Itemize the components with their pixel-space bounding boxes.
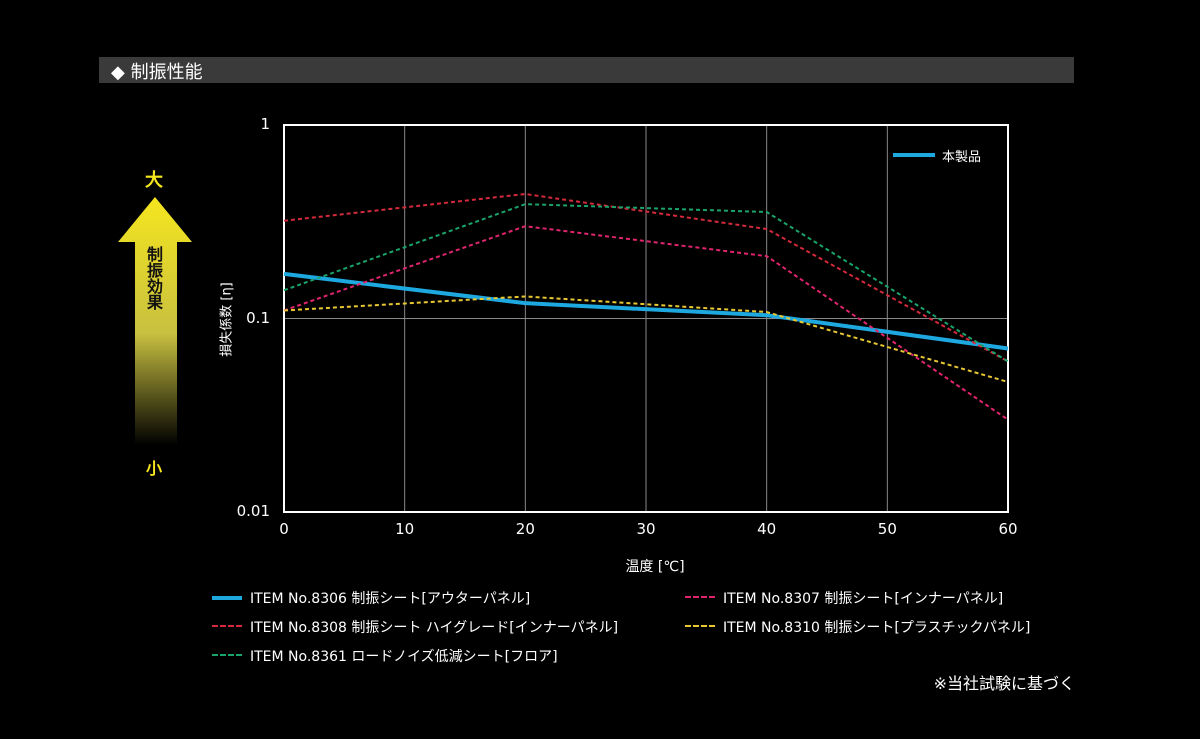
x-tick-label: 10 [395, 520, 415, 538]
x-tick-label: 40 [757, 520, 777, 538]
x-axis-label: 温度 [℃] [625, 559, 685, 575]
plot-frame [283, 124, 1009, 513]
y-tick-label: 1 [260, 115, 270, 133]
arrow-high-label: 大 [145, 170, 163, 191]
x-tick-label: 60 [998, 520, 1018, 538]
legend-label: ITEM No.8308 制振シート ハイグレード[インナーパネル] [250, 620, 619, 636]
arrow-label: 制振効果 [144, 246, 163, 310]
section-title: ◆ 制振性能 [111, 62, 203, 83]
legend-label: ITEM No.8361 ロードノイズ低減シート[フロア] [250, 649, 558, 665]
effect-arrow [118, 197, 192, 445]
arrow-low-label: 小 [146, 459, 163, 478]
series-line [283, 203, 1009, 363]
y-tick-label: 0.1 [246, 308, 270, 327]
legend-swatch [685, 625, 715, 627]
series-line [283, 271, 1009, 351]
series-line [283, 295, 1009, 383]
legend-label: ITEM No.8306 制振シート[アウターパネル] [250, 591, 531, 607]
legend-swatch [212, 654, 242, 656]
legend-swatch [212, 596, 242, 600]
legend-label: ITEM No.8307 制振シート[インナーパネル] [723, 591, 1004, 607]
y-tick-label: 0.01 [236, 502, 270, 520]
legend-label: ITEM No.8310 制振シート[プラスチックパネル] [723, 620, 1031, 636]
legend-swatch [212, 625, 242, 627]
x-tick-label: 50 [877, 520, 897, 538]
x-tick-label: 0 [279, 520, 289, 538]
section-header: ◆ 制振性能 [99, 57, 1074, 83]
x-tick-label: 30 [636, 520, 656, 538]
x-tick-label: 20 [515, 520, 535, 538]
series-line [283, 192, 1009, 363]
inner-legend-label: 本製品 [942, 150, 982, 165]
footnote: ※当社試験に基づく [933, 674, 1075, 693]
legend-swatch [685, 596, 715, 598]
series-line [283, 225, 1009, 421]
